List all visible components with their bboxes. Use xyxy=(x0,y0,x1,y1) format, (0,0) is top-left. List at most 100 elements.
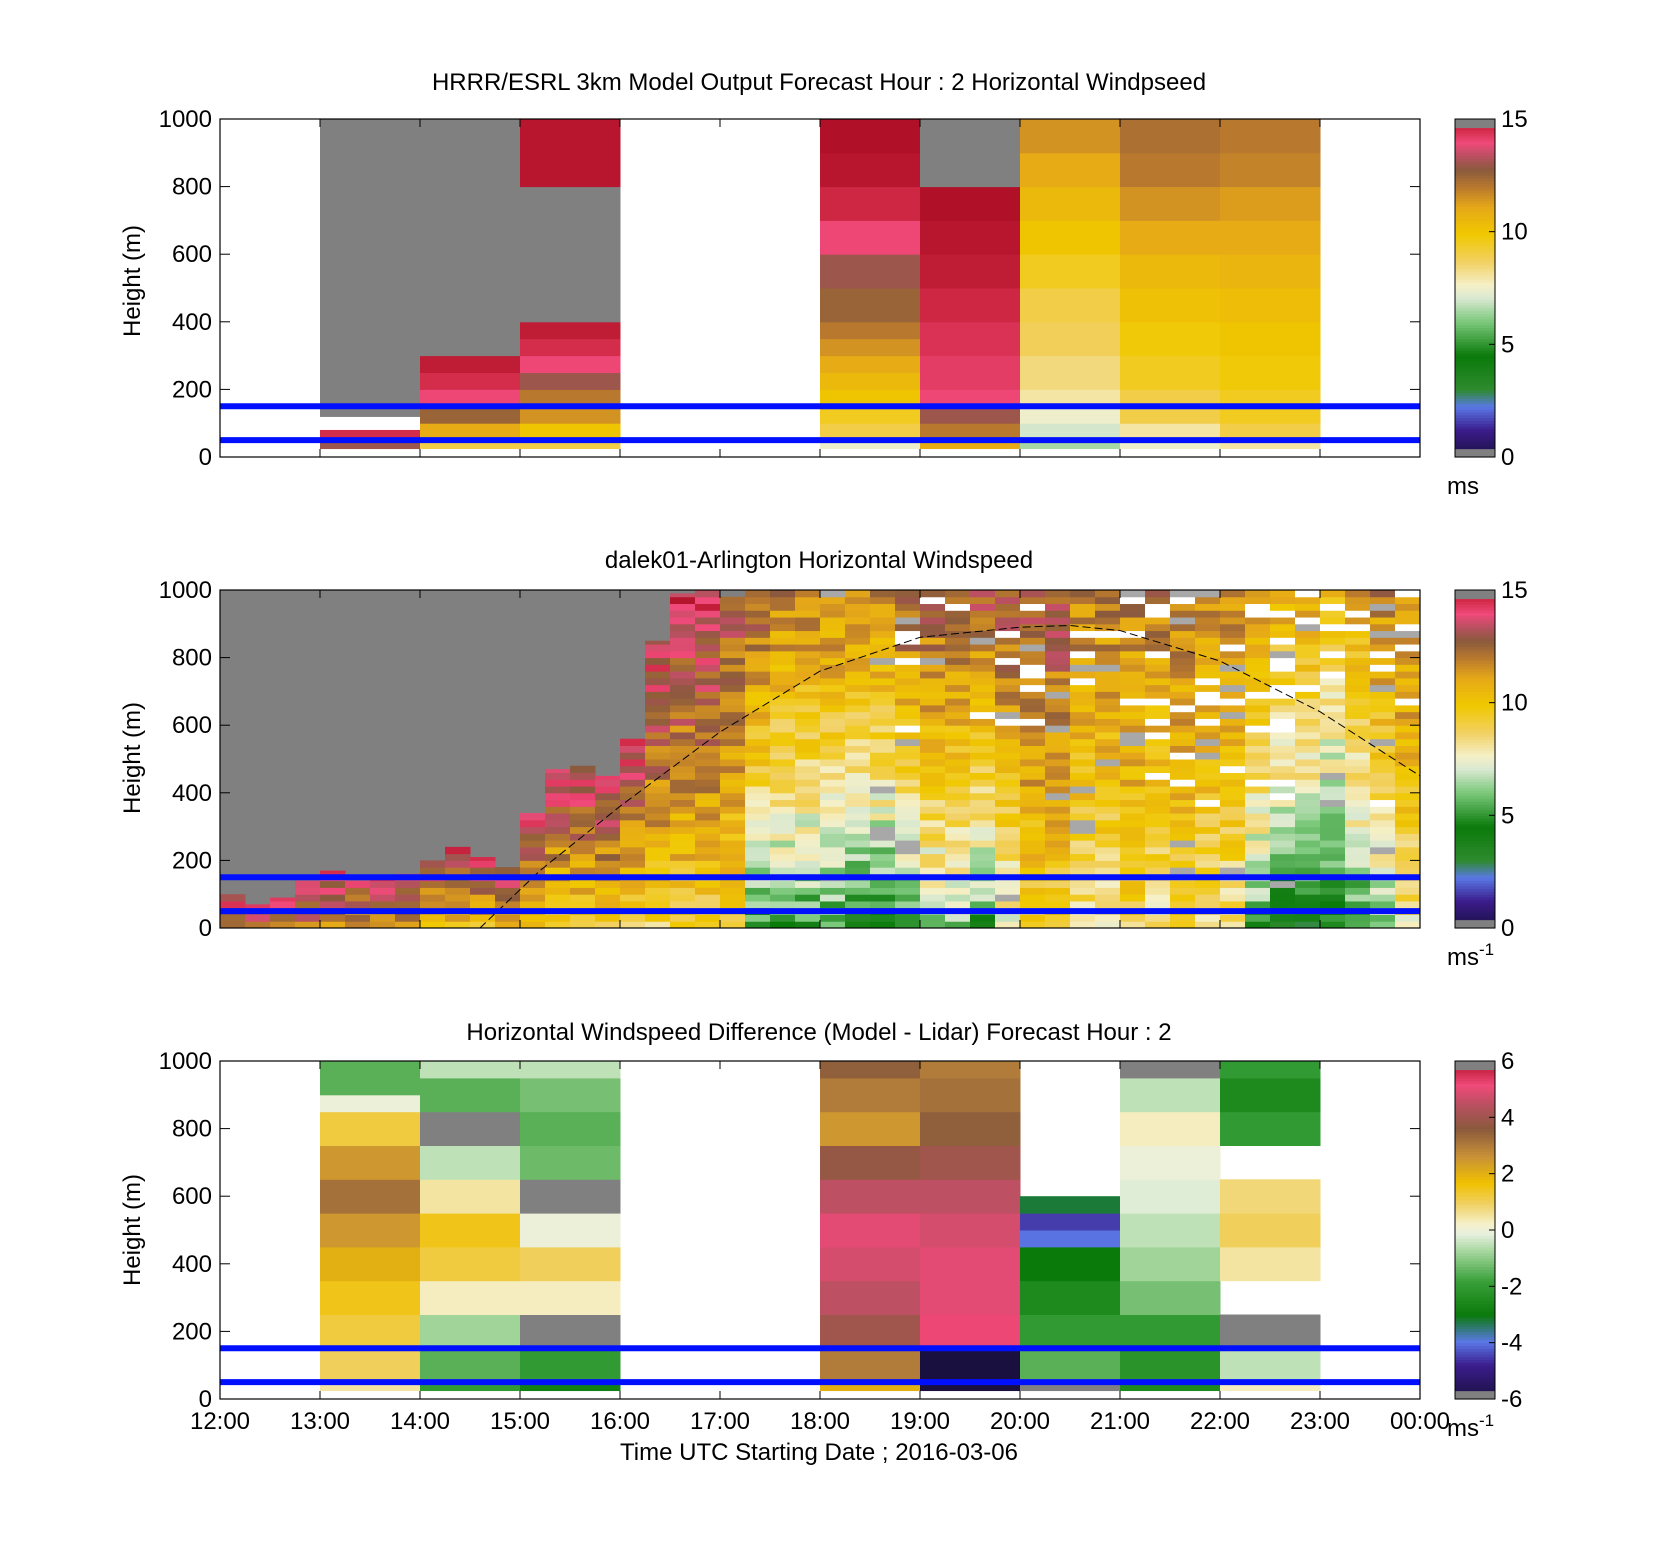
heatmap-cell xyxy=(720,596,746,605)
colorbar-segment xyxy=(1455,428,1495,433)
heatmap-cell xyxy=(1145,752,1171,760)
heatmap-cell xyxy=(1020,596,1046,605)
colorbar-tick-label: 15 xyxy=(1501,577,1528,604)
colorbar-segment xyxy=(1455,1139,1495,1144)
heatmap-cell xyxy=(1045,738,1071,746)
heatmap-cell xyxy=(970,806,996,814)
heatmap-cell xyxy=(945,590,971,598)
heatmap-cell xyxy=(1370,610,1396,618)
heatmap-cell xyxy=(870,826,896,834)
heatmap-cell xyxy=(920,691,946,699)
heatmap-cell xyxy=(870,806,896,814)
heatmap-cell xyxy=(870,644,896,652)
heatmap-cell xyxy=(920,1061,1021,1079)
colorbar-tick-label: 0 xyxy=(1501,1217,1514,1244)
heatmap-cell xyxy=(670,671,696,679)
heatmap-cell xyxy=(1245,813,1271,821)
heatmap-cell xyxy=(695,752,721,760)
heatmap-cell xyxy=(620,819,646,828)
colorbar-segment xyxy=(1455,189,1495,193)
heatmap-cell xyxy=(670,846,696,855)
heatmap-cell xyxy=(1045,711,1071,719)
colorbar-segment xyxy=(1455,902,1495,907)
heatmap-cell xyxy=(1220,1246,1321,1282)
heatmap-cell xyxy=(820,826,846,834)
heatmap-cell xyxy=(1270,819,1296,828)
heatmap-cell xyxy=(870,718,896,726)
colorbar-segment xyxy=(1455,897,1495,901)
heatmap-cell xyxy=(1020,826,1046,834)
heatmap-cell xyxy=(1020,590,1046,598)
heatmap-cell xyxy=(770,894,796,902)
heatmap-cell xyxy=(670,853,696,861)
heatmap-cell xyxy=(1345,725,1371,733)
heatmap-cell xyxy=(295,914,321,922)
heatmap-cell xyxy=(1270,846,1296,855)
heatmap-cell xyxy=(1320,610,1346,618)
heatmap-cell xyxy=(1170,772,1196,780)
heatmap-cell xyxy=(445,880,471,888)
heatmap-cell xyxy=(1020,752,1046,760)
heatmap-cell xyxy=(995,833,1021,841)
heatmap-cell xyxy=(1145,921,1171,929)
heatmap-cell xyxy=(895,833,921,841)
colorbar-segment xyxy=(1455,851,1495,856)
heatmap-cell xyxy=(920,1280,1021,1315)
heatmap-cell xyxy=(920,603,946,611)
heatmap-cell xyxy=(820,406,921,424)
heatmap-cell xyxy=(1220,1213,1321,1248)
heatmap-cell xyxy=(1395,623,1421,632)
colorbar-segment xyxy=(1455,792,1495,797)
heatmap-cell xyxy=(920,657,946,665)
heatmap-cell xyxy=(945,900,971,909)
heatmap-cell xyxy=(570,867,596,875)
heatmap-cell xyxy=(445,846,471,855)
heatmap-cell xyxy=(995,617,1021,625)
heatmap-cell xyxy=(1195,765,1221,774)
heatmap-cell xyxy=(1320,880,1346,888)
heatmap-cell xyxy=(645,698,671,706)
heatmap-cell xyxy=(1395,677,1421,686)
heatmap-cell xyxy=(1045,731,1071,740)
heatmap-cell xyxy=(745,853,771,861)
heatmap-cell xyxy=(1295,921,1321,929)
colorbar-segment xyxy=(1455,423,1495,427)
heatmap-cell xyxy=(995,826,1021,834)
heatmap-cell xyxy=(745,887,771,895)
heatmap-cell xyxy=(945,860,971,868)
heatmap-cell xyxy=(995,691,1021,699)
heatmap-cell xyxy=(995,623,1021,632)
heatmap-cell xyxy=(570,887,596,895)
heatmap-cell xyxy=(1020,1213,1121,1231)
heatmap-cell xyxy=(745,657,771,665)
colorbar-segment xyxy=(1455,282,1495,286)
heatmap-cell xyxy=(870,725,896,733)
heatmap-cell xyxy=(1395,786,1421,794)
heatmap-cell xyxy=(845,657,871,665)
heatmap-cell xyxy=(945,677,971,686)
heatmap-cell xyxy=(970,637,996,645)
colorbar-segment xyxy=(1455,1227,1495,1231)
heatmap-cell xyxy=(1020,610,1046,618)
heatmap-cell xyxy=(995,867,1021,875)
heatmap-cell xyxy=(770,711,796,719)
heatmap-cell xyxy=(970,846,996,855)
colorbar-segment xyxy=(1455,1086,1495,1090)
heatmap-cell xyxy=(1345,657,1371,665)
heatmap-cell xyxy=(1120,779,1146,787)
heatmap-cell xyxy=(1320,684,1346,692)
heatmap-cell xyxy=(520,119,621,188)
heatmap-cell xyxy=(495,921,521,929)
heatmap-cell xyxy=(770,644,796,652)
heatmap-cell xyxy=(1070,623,1096,632)
heatmap-cell xyxy=(870,738,896,746)
heatmap-cell xyxy=(270,921,296,929)
heatmap-cell xyxy=(670,840,696,848)
heatmap-cell xyxy=(1295,610,1321,618)
heatmap-cell xyxy=(420,1246,521,1282)
heatmap-cell xyxy=(1045,691,1071,699)
heatmap-cell xyxy=(745,677,771,686)
heatmap-cell xyxy=(695,792,721,801)
heatmap-cell xyxy=(670,610,696,618)
